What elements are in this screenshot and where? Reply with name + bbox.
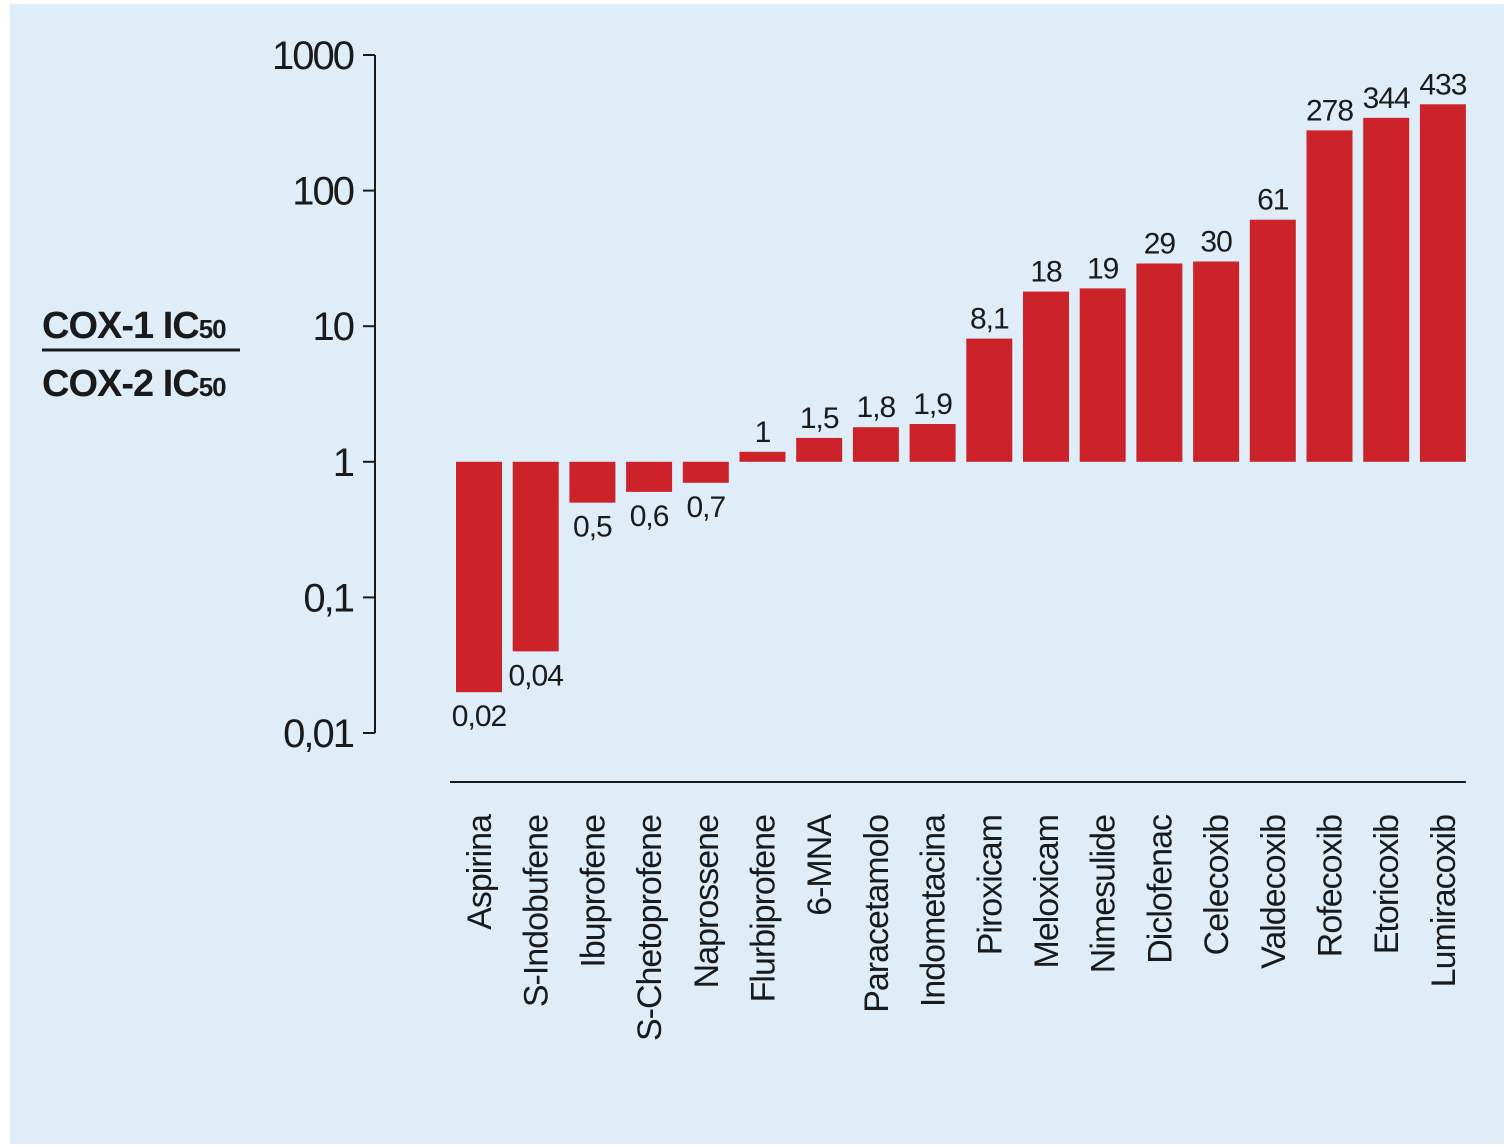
bar-ibuprofene	[569, 461, 616, 503]
value-label: 344	[1363, 82, 1410, 115]
y-tick-label: 0,1	[303, 576, 353, 620]
value-label: 0,5	[573, 511, 612, 544]
value-label: 0,6	[630, 500, 669, 533]
value-label: 30	[1200, 226, 1232, 259]
value-label: 18	[1030, 256, 1062, 289]
bars	[456, 104, 1466, 693]
bar-diclofenac	[1136, 263, 1183, 462]
value-label: 0,04	[509, 659, 564, 692]
value-label: 29	[1144, 227, 1176, 260]
category-label: S-Chetoprofene	[631, 815, 669, 1041]
chart-panel	[10, 4, 1504, 1144]
bar-celecoxib	[1193, 261, 1240, 462]
value-label: 0,02	[452, 700, 507, 733]
y-tick-label: 0,01	[283, 712, 354, 756]
category-label: Meloxicam	[1028, 815, 1066, 968]
value-label: 1	[755, 416, 771, 449]
value-label: 278	[1306, 94, 1353, 127]
bar-aspirina	[456, 461, 502, 693]
y-tick-label: 1000	[272, 34, 354, 78]
bar-6-mna	[796, 437, 843, 462]
category-label: Lumiracoxib	[1425, 815, 1463, 987]
value-label: 1,9	[913, 388, 952, 421]
value-label: 0,7	[686, 491, 725, 524]
bar-piroxicam	[966, 338, 1013, 462]
y-axis: 1000 100 10 1 0,1 0,01	[272, 34, 376, 756]
category-label: Diclofenac	[1141, 814, 1179, 964]
bar-lumiracoxib	[1419, 104, 1466, 462]
category-label: Etoricoxib	[1368, 815, 1406, 954]
category-label: Piroxicam	[971, 815, 1009, 955]
bar-etoricoxib	[1363, 117, 1410, 462]
bar-flurbiprofene	[739, 451, 786, 462]
category-labels: Aspirina S-Indobufene Ibuprofene S-Chetopro…	[461, 814, 1463, 1041]
category-label: Rofecoxib	[1312, 815, 1350, 957]
category-label: Paracetamolo	[858, 815, 896, 1013]
bar-rofecoxib	[1306, 130, 1353, 462]
y-tick-label: 10	[313, 305, 354, 349]
category-label: Flurbiprofene	[745, 815, 783, 1002]
category-label: Valdecoxib	[1255, 815, 1293, 969]
y-axis-label-denominator: COX-2 IC50	[42, 363, 226, 405]
bar-paracetamolo	[852, 427, 899, 462]
y-tick-label: 1	[333, 441, 354, 485]
y-tick-label: 100	[292, 170, 353, 214]
value-label: 433	[1419, 68, 1466, 101]
bar-meloxicam	[1023, 291, 1069, 462]
value-labels: 0,020,04 0,5 0,6 0,7 1 1,5 1,8 1,9 8,1 18 19 29 30 61…	[452, 68, 1468, 733]
category-label: Aspirina	[461, 814, 499, 930]
category-label: S-Indobufene	[518, 815, 556, 1007]
value-label: 19	[1087, 252, 1119, 285]
value-label: 1,8	[857, 391, 896, 424]
category-label: Ibuprofene	[574, 815, 612, 968]
y-axis-label: COX-1 IC50 COX-2 IC50	[42, 305, 240, 405]
bar-s-indobufene	[512, 461, 559, 652]
bar-nimesulide	[1079, 288, 1126, 462]
category-label: Celecoxib	[1198, 815, 1236, 955]
bar-s-chetoprofene	[626, 461, 673, 492]
y-axis-label-numerator: COX-1 IC50	[42, 305, 226, 347]
bar-valdecoxib	[1249, 219, 1296, 462]
value-label: 61	[1257, 184, 1289, 217]
bar-naprossene	[682, 461, 729, 483]
value-label: 1,5	[800, 402, 839, 435]
category-label: Naprossene	[688, 815, 726, 988]
value-label: 8,1	[970, 303, 1009, 336]
category-label: 6-MNA	[801, 814, 839, 916]
bar-indometacina	[909, 424, 956, 462]
category-label: Indometacina	[915, 814, 953, 1007]
category-label: Nimesulide	[1085, 815, 1123, 973]
